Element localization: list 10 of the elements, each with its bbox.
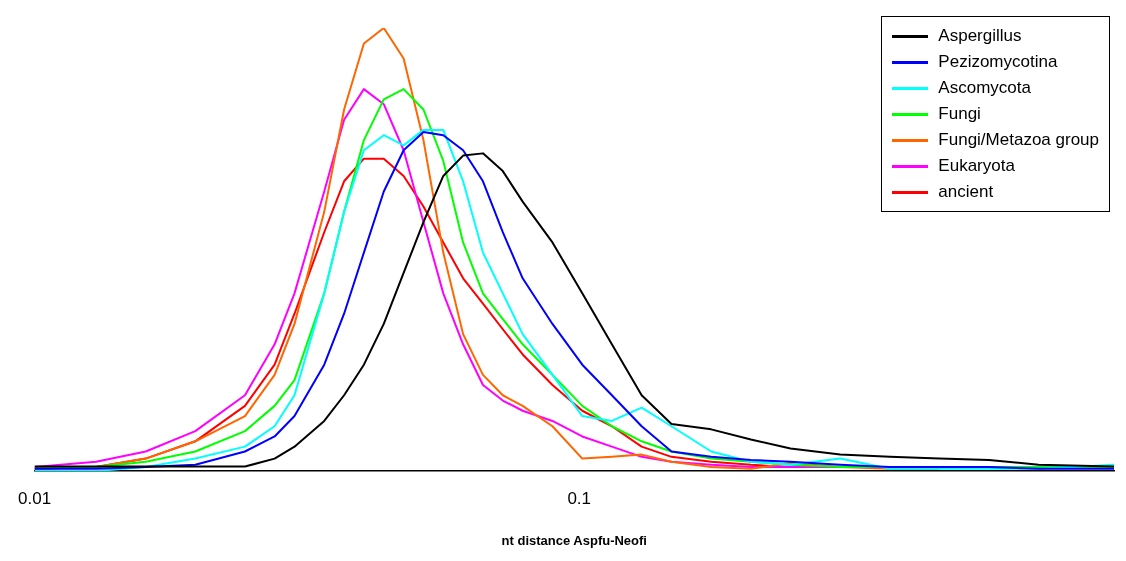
legend-label: Fungi/Metazoa group	[938, 129, 1099, 151]
legend-label: Eukaryota	[938, 155, 1015, 177]
legend-label: Pezizomycotina	[938, 51, 1058, 73]
x-tick-label: 0.01	[18, 488, 52, 508]
legend-label: ancient	[938, 181, 994, 203]
legend-label: Ascomycota	[938, 77, 1031, 99]
x-tick-label: 0.1	[567, 488, 592, 508]
legend-label: Aspergillus	[938, 25, 1022, 47]
legend-label: Fungi	[938, 103, 981, 125]
x-axis-title: nt distance Aspfu-Neofi	[501, 532, 647, 548]
